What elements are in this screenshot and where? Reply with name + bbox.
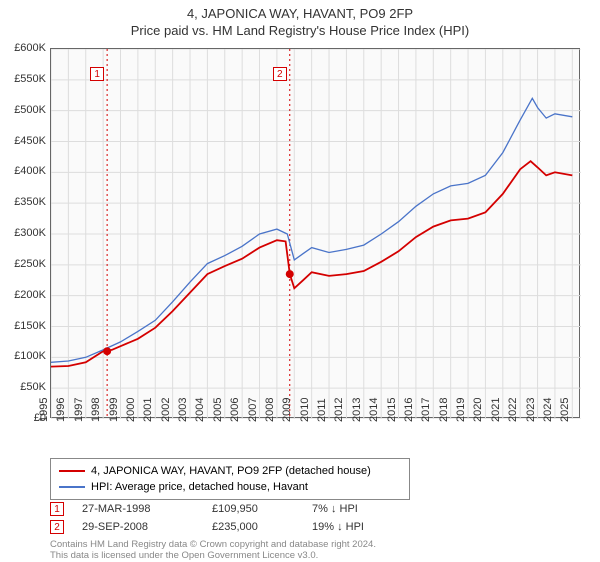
- chart-event-badge: 2: [273, 67, 287, 81]
- x-tick-label: 2019: [455, 398, 467, 422]
- x-tick-label: 2006: [229, 398, 241, 422]
- x-tick-label: 2008: [264, 398, 276, 422]
- x-tick-label: 2011: [316, 398, 328, 422]
- x-tick-label: 2002: [159, 398, 171, 422]
- x-tick-label: 2004: [194, 398, 206, 422]
- x-tick-label: 2016: [403, 398, 415, 422]
- y-tick-label: £350K: [14, 196, 46, 208]
- y-tick-label: £500K: [14, 104, 46, 116]
- legend-swatch: [59, 486, 85, 488]
- chart-event-badge: 1: [90, 67, 104, 81]
- legend-swatch: [59, 470, 85, 472]
- x-tick-label: 2017: [420, 398, 432, 422]
- x-tick-label: 2009: [281, 398, 293, 422]
- event-date: 27-MAR-1998: [82, 503, 212, 515]
- event-price: £235,000: [212, 521, 312, 533]
- x-tick-label: 2003: [177, 398, 189, 422]
- legend-item: HPI: Average price, detached house, Hava…: [59, 479, 401, 495]
- page: 4, JAPONICA WAY, HAVANT, PO9 2FP Price p…: [0, 0, 600, 560]
- x-tick-label: 2005: [212, 398, 224, 422]
- x-tick-label: 2022: [507, 398, 519, 422]
- footnote: Contains HM Land Registry data © Crown c…: [50, 540, 570, 562]
- y-tick-label: £550K: [14, 73, 46, 85]
- x-tick-label: 2010: [298, 398, 310, 422]
- event-diff: 7% ↓ HPI: [312, 503, 402, 515]
- title-block: 4, JAPONICA WAY, HAVANT, PO9 2FP Price p…: [0, 0, 600, 38]
- legend: 4, JAPONICA WAY, HAVANT, PO9 2FP (detach…: [50, 458, 410, 500]
- y-tick-label: £600K: [14, 42, 46, 54]
- y-tick-label: £250K: [14, 258, 46, 270]
- x-tick-label: 2025: [559, 398, 571, 422]
- x-tick-label: 2024: [542, 398, 554, 422]
- title-address: 4, JAPONICA WAY, HAVANT, PO9 2FP: [0, 6, 600, 21]
- legend-item: 4, JAPONICA WAY, HAVANT, PO9 2FP (detach…: [59, 463, 401, 479]
- x-tick-label: 2015: [385, 398, 397, 422]
- legend-label: HPI: Average price, detached house, Hava…: [91, 481, 308, 493]
- x-tick-label: 2013: [351, 398, 363, 422]
- y-tick-label: £200K: [14, 289, 46, 301]
- x-tick-label: 1996: [55, 398, 67, 422]
- events-table: 1 27-MAR-1998 £109,950 7% ↓ HPI 2 29-SEP…: [50, 500, 402, 536]
- y-tick-label: £450K: [14, 135, 46, 147]
- y-tick-label: £100K: [14, 350, 46, 362]
- x-tick-label: 2012: [333, 398, 345, 422]
- y-tick-label: £400K: [14, 165, 46, 177]
- x-tick-label: 2014: [368, 398, 380, 422]
- event-row: 1 27-MAR-1998 £109,950 7% ↓ HPI: [50, 500, 402, 518]
- event-date: 29-SEP-2008: [82, 521, 212, 533]
- x-tick-label: 2001: [142, 398, 154, 422]
- title-subtitle: Price paid vs. HM Land Registry's House …: [0, 23, 600, 38]
- x-tick-label: 2023: [524, 398, 536, 422]
- chart-area: £0£50K£100K£150K£200K£250K£300K£350K£400…: [50, 48, 580, 418]
- x-tick-label: 1995: [38, 398, 50, 422]
- event-row: 2 29-SEP-2008 £235,000 19% ↓ HPI: [50, 518, 402, 536]
- x-tick-label: 2000: [125, 398, 137, 422]
- event-price: £109,950: [212, 503, 312, 515]
- y-tick-label: £150K: [14, 320, 46, 332]
- plot-svg: [51, 49, 581, 419]
- legend-label: 4, JAPONICA WAY, HAVANT, PO9 2FP (detach…: [91, 465, 371, 477]
- event-badge: 2: [50, 520, 64, 534]
- x-tick-label: 2020: [472, 398, 484, 422]
- y-tick-label: £300K: [14, 227, 46, 239]
- event-diff: 19% ↓ HPI: [312, 521, 402, 533]
- x-tick-label: 1998: [90, 398, 102, 422]
- x-tick-label: 1997: [73, 398, 85, 422]
- x-tick-label: 2021: [490, 398, 502, 422]
- event-badge: 1: [50, 502, 64, 516]
- plot-region: [50, 48, 580, 418]
- x-tick-label: 1999: [107, 398, 119, 422]
- footnote-line: This data is licensed under the Open Gov…: [50, 551, 570, 562]
- y-tick-label: £50K: [20, 381, 46, 393]
- x-tick-label: 2018: [437, 398, 449, 422]
- x-tick-label: 2007: [246, 398, 258, 422]
